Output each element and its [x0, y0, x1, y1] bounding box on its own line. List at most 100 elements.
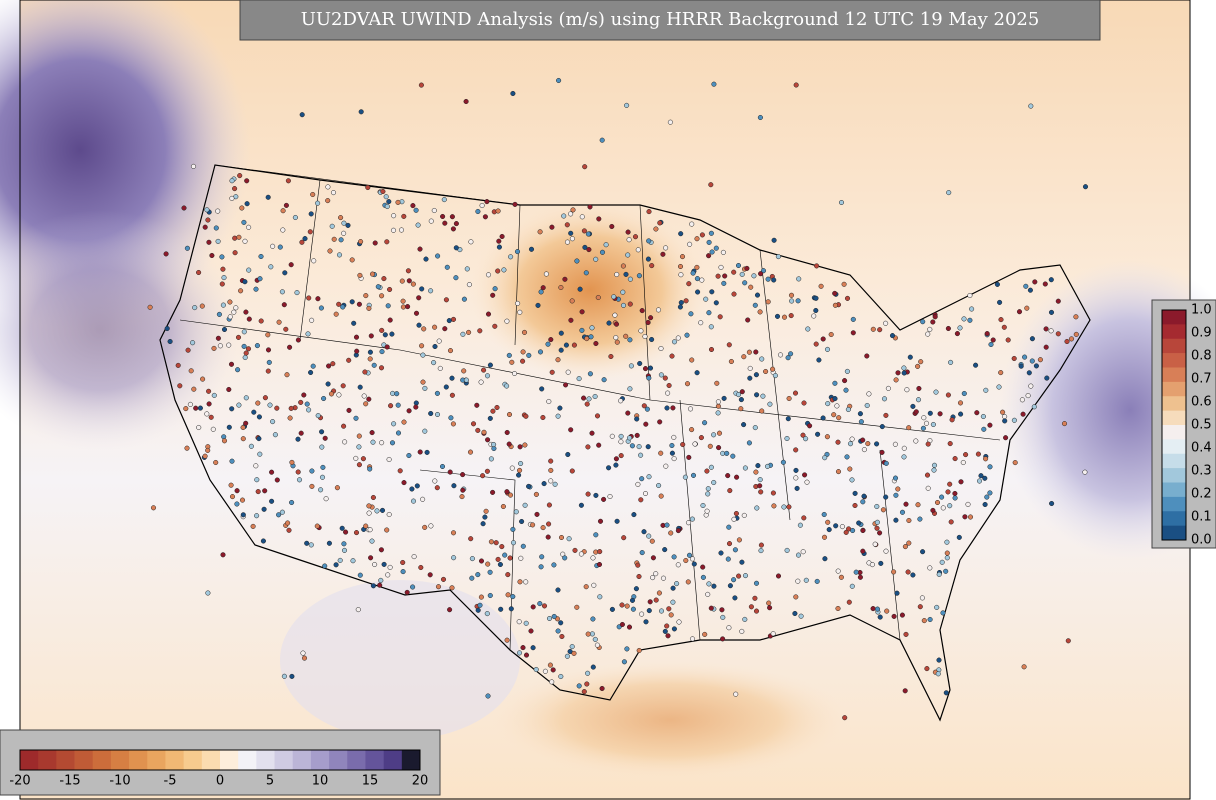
station-dot [175, 362, 181, 368]
station-dot [947, 481, 953, 487]
station-dot [564, 653, 570, 659]
station-dot [340, 304, 346, 310]
station-dot [345, 222, 351, 228]
station-dot [406, 452, 412, 459]
station-dot [326, 363, 332, 369]
station-dot [903, 501, 909, 507]
station-dot [510, 90, 516, 97]
station-dot [258, 253, 264, 260]
station-dot [597, 518, 604, 524]
station-dot [216, 311, 222, 317]
color-swatch [220, 750, 239, 770]
station-dot [260, 538, 266, 544]
station-dot [990, 337, 996, 343]
station-dot [916, 385, 922, 392]
colorbar-horizontal: -20 -15 -10 -5 0 5 10 15 20 [9, 749, 428, 789]
station-dot [753, 349, 759, 355]
station-dot [894, 590, 900, 596]
station-dot [341, 423, 347, 429]
station-dot [548, 467, 554, 473]
station-dot [721, 395, 727, 401]
station-dot [747, 365, 753, 371]
station-dot [731, 516, 737, 522]
station-dot [669, 442, 675, 449]
station-dot [733, 691, 739, 697]
colorbar-outline [1161, 309, 1187, 541]
station-dot [346, 407, 352, 413]
station-dot [390, 227, 397, 233]
station-dot [741, 354, 747, 360]
station-dot [913, 409, 919, 415]
station-dot [1061, 421, 1068, 427]
station-dot [562, 276, 568, 282]
station-dot [658, 372, 664, 378]
station-dot [675, 528, 681, 534]
station-dot [579, 327, 585, 333]
station-dot [480, 521, 486, 527]
station-dot [513, 509, 519, 515]
color-swatch [1162, 453, 1186, 469]
station-dot [998, 317, 1004, 323]
station-dot [939, 559, 945, 565]
station-dot [669, 353, 675, 359]
station-dot [925, 485, 931, 491]
station-dot [367, 356, 373, 362]
station-dot [856, 520, 862, 526]
station-dot [793, 594, 799, 600]
station-dot [478, 558, 485, 564]
station-dot [793, 467, 799, 473]
station-dot [484, 468, 490, 474]
station-dot [954, 331, 960, 337]
station-dot [466, 282, 472, 288]
station-dot [759, 408, 765, 414]
station-dot [406, 278, 412, 284]
station-dot [204, 411, 210, 417]
station-dot [1031, 404, 1037, 410]
station-dot [686, 454, 692, 460]
station-dot [757, 114, 763, 121]
station-dot [304, 540, 310, 546]
station-dot [381, 276, 387, 282]
station-dot [528, 246, 535, 252]
station-dot [774, 313, 781, 319]
station-dot [450, 530, 457, 536]
station-dot [535, 302, 541, 308]
station-dot [877, 614, 883, 620]
station-dot [936, 571, 942, 577]
station-dot [595, 294, 601, 301]
station-dot [699, 232, 705, 238]
station-dot [481, 429, 487, 435]
station-dot [715, 403, 721, 409]
station-dot [253, 286, 259, 292]
station-dot [309, 483, 315, 489]
station-dot [647, 365, 654, 371]
station-dot [255, 400, 261, 406]
station-dot [949, 417, 955, 423]
station-dot [294, 290, 300, 296]
color-swatch [1162, 353, 1186, 368]
colorbar-tick-label: 0.2 [1191, 487, 1212, 502]
station-dot [907, 354, 913, 360]
station-dot [1033, 363, 1039, 369]
station-dot [537, 349, 544, 355]
station-dot [1032, 279, 1038, 285]
station-dot [205, 217, 211, 223]
station-dot [585, 670, 591, 676]
station-dot [309, 468, 315, 474]
station-dot [325, 198, 331, 204]
station-dot [1011, 355, 1017, 362]
station-dot [646, 238, 652, 244]
station-dot [453, 221, 459, 227]
station-dot [585, 631, 591, 637]
station-dot [281, 302, 287, 308]
station-dot [754, 392, 760, 398]
station-dot [341, 547, 348, 553]
station-dot [843, 529, 849, 535]
color-swatch [365, 750, 384, 770]
station-dot [368, 333, 374, 339]
station-dot [757, 477, 763, 483]
station-dot [1044, 375, 1050, 381]
station-dot [645, 444, 651, 450]
station-dot [409, 486, 415, 492]
station-dot [484, 611, 490, 617]
